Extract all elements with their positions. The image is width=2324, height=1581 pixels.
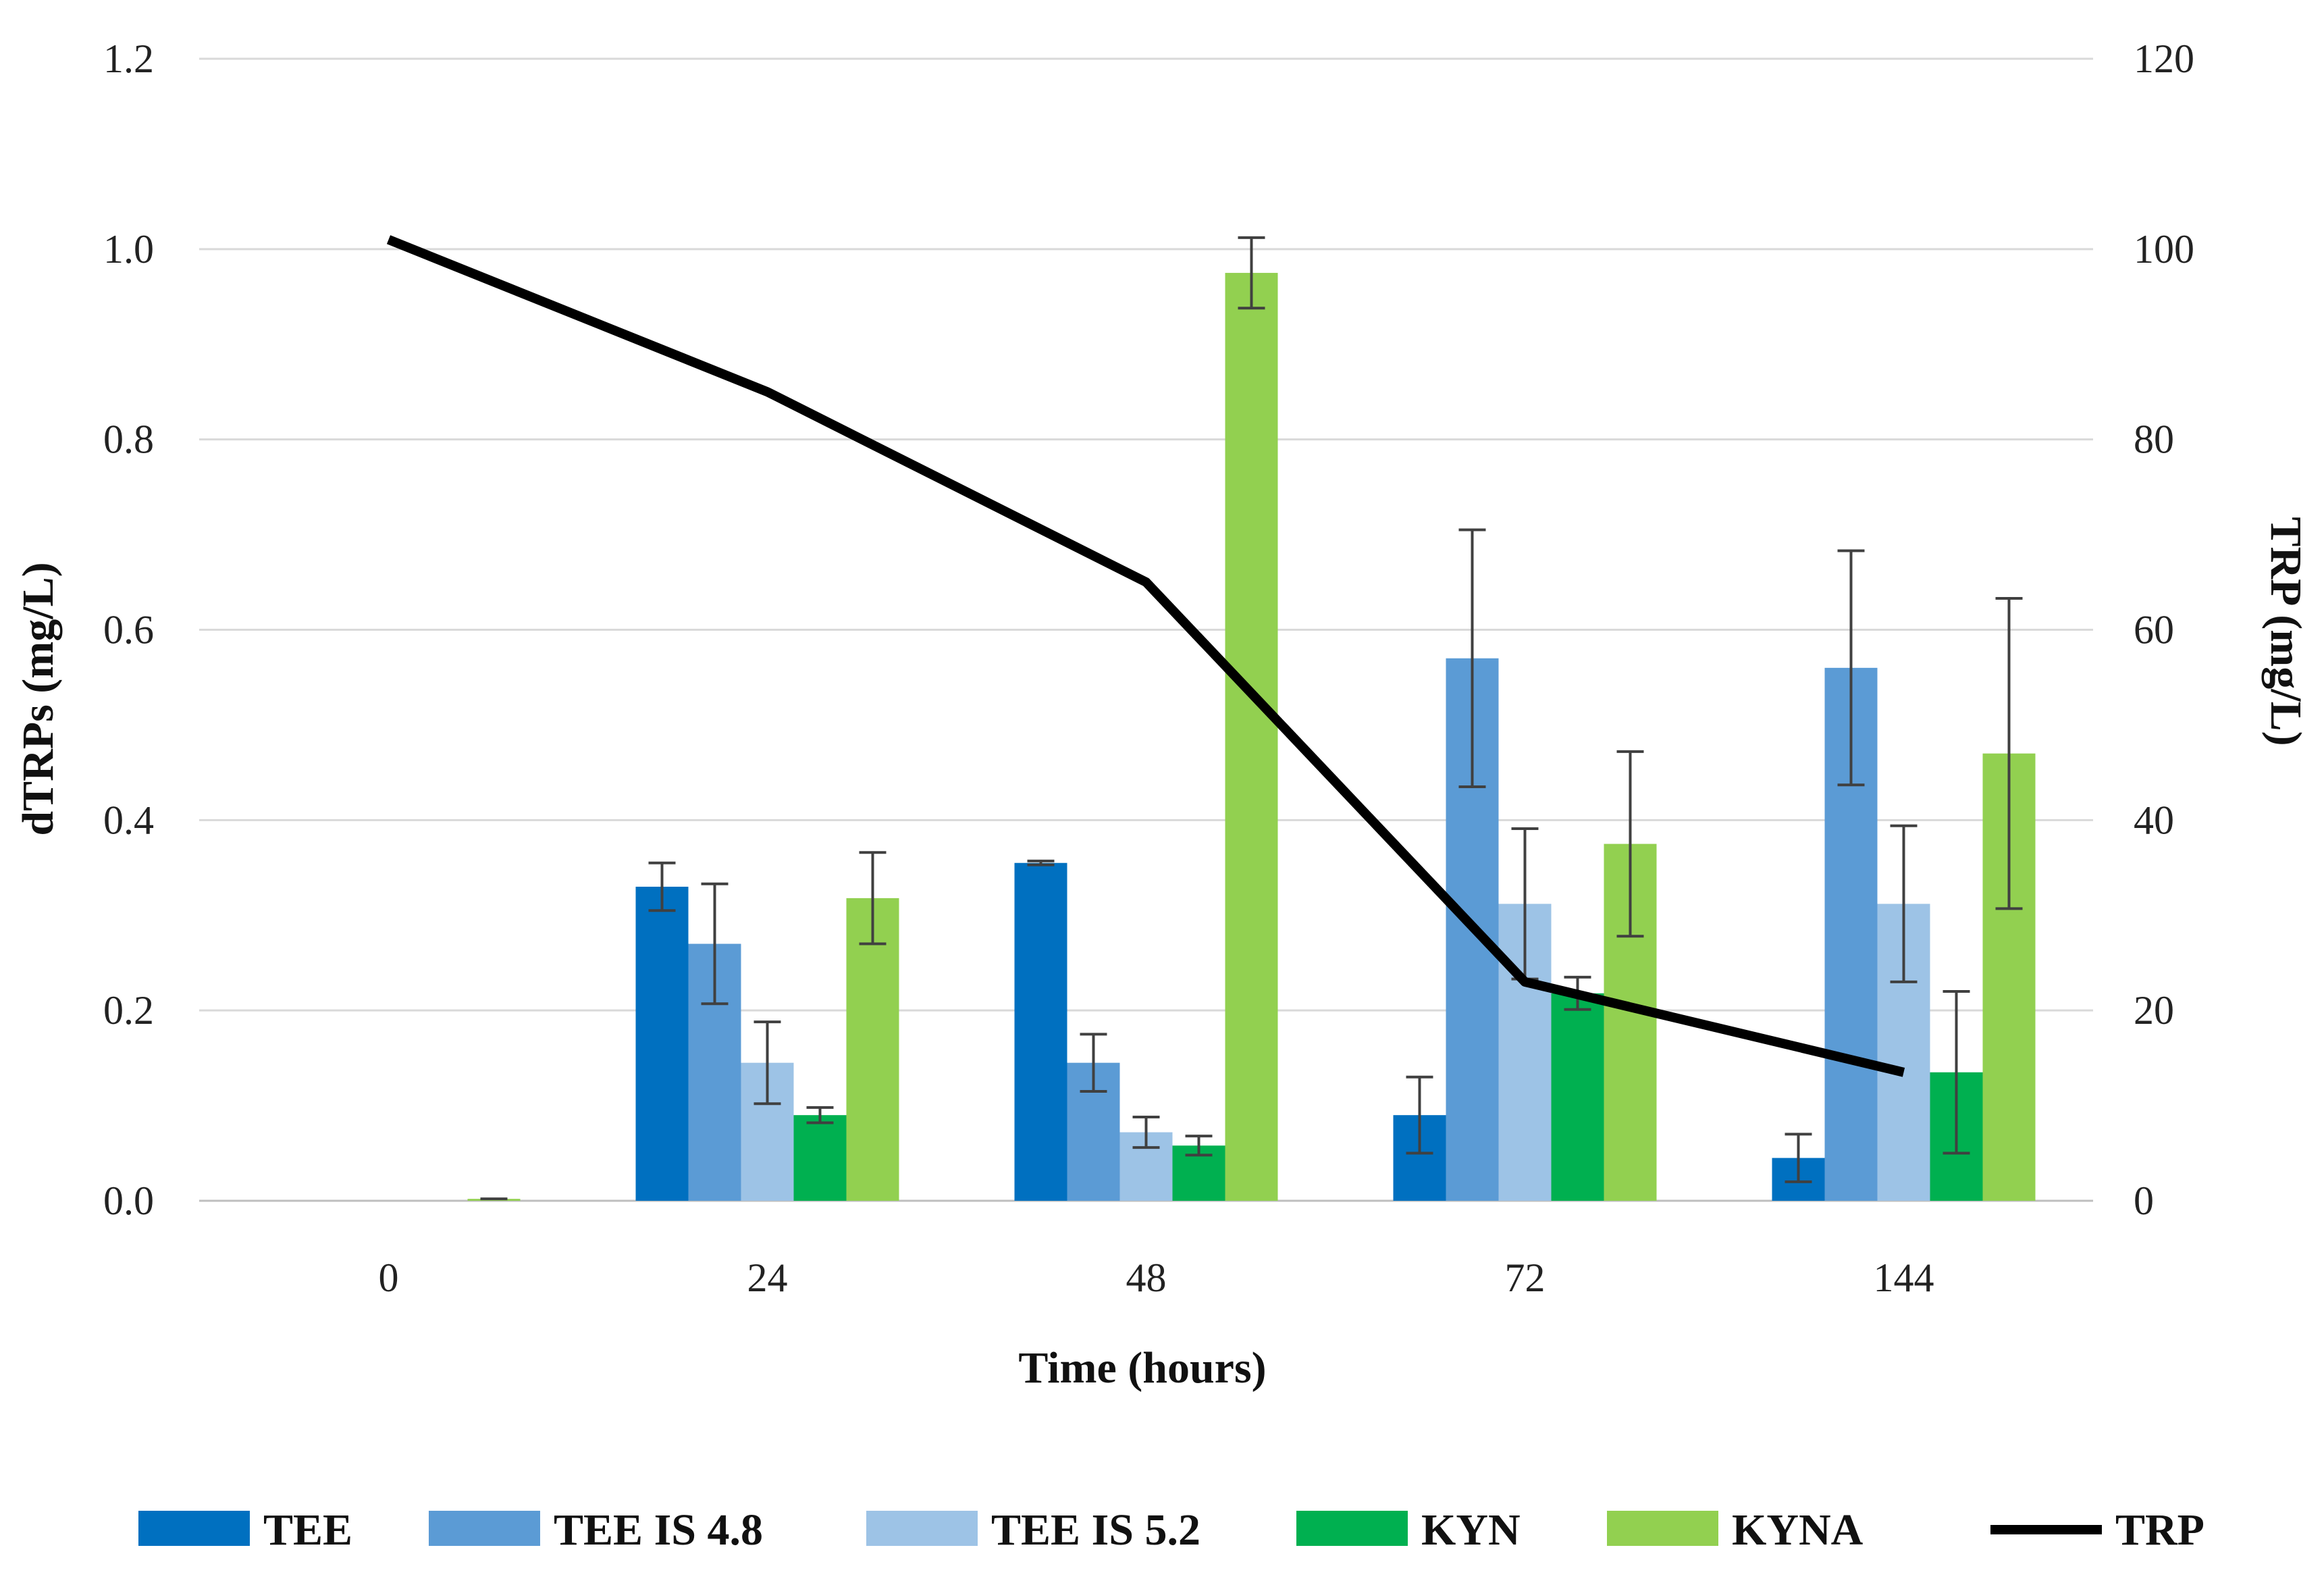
y2-tick-label: 120 <box>2134 36 2194 81</box>
bar-tee <box>1014 862 1067 1201</box>
y2-axis-title: TRP (mg/L) <box>2261 517 2310 746</box>
legend-label: KYNA <box>1732 1505 1864 1555</box>
y2-tick-label: 80 <box>2134 417 2174 462</box>
legend: TEE TEE IS 4.8 TEE IS 5.2 KYN KYNA TRP <box>138 1505 2204 1555</box>
y-tick-label: 0.2 <box>103 988 154 1033</box>
bar-tee <box>635 886 689 1201</box>
x-axis-title: Time (hours) <box>1018 1343 1266 1393</box>
bar-kyna <box>846 898 899 1201</box>
x-tick-label: 24 <box>747 1255 788 1300</box>
y-tick-label: 0.0 <box>103 1178 154 1223</box>
x-tick-label: 48 <box>1126 1255 1167 1300</box>
y-tick-label: 0.6 <box>103 608 154 652</box>
left-axis-ticks: 0.0 0.2 0.4 0.6 0.8 1.0 1.2 <box>103 36 154 1223</box>
legend-label: TEE IS 4.8 <box>554 1505 763 1555</box>
line-trp <box>386 235 1905 1077</box>
x-axis-ticks: 0 24 48 72 144 <box>379 1255 1934 1300</box>
x-tick-label: 72 <box>1505 1255 1546 1300</box>
legend-swatch <box>866 1511 978 1546</box>
y2-tick-label: 0 <box>2134 1178 2154 1223</box>
y-tick-label: 1.2 <box>103 36 154 81</box>
bar-kyn <box>1551 993 1604 1201</box>
bar-series <box>467 273 2036 1201</box>
bar-kyna <box>1225 273 1278 1201</box>
bar-kyn <box>793 1115 847 1201</box>
y-axis-title: dTRPs (mg/L) <box>14 562 63 835</box>
legend-label: KYN <box>1421 1505 1521 1555</box>
x-tick-label: 0 <box>379 1255 399 1300</box>
gridlines <box>199 57 2093 1202</box>
right-axis-ticks: 0 20 40 60 80 100 120 <box>2134 36 2194 1223</box>
legend-label: TEE IS 5.2 <box>991 1505 1200 1555</box>
y2-tick-label: 100 <box>2134 227 2194 271</box>
legend-label: TEE <box>263 1505 352 1555</box>
y-tick-label: 0.8 <box>103 417 154 462</box>
legend-label: TRP <box>2115 1505 2204 1555</box>
legend-swatch <box>1607 1511 1718 1546</box>
error-bars <box>480 236 2023 1201</box>
y2-tick-label: 20 <box>2134 988 2174 1033</box>
legend-swatch <box>138 1511 250 1546</box>
y-tick-label: 1.0 <box>103 227 154 271</box>
legend-swatch <box>1296 1511 1408 1546</box>
y2-tick-label: 60 <box>2134 608 2174 652</box>
x-tick-label: 144 <box>1874 1255 1934 1300</box>
legend-swatch <box>429 1511 540 1546</box>
y-tick-label: 0.4 <box>103 798 154 842</box>
y2-tick-label: 40 <box>2134 798 2174 842</box>
trp-line-series <box>386 235 1905 1077</box>
